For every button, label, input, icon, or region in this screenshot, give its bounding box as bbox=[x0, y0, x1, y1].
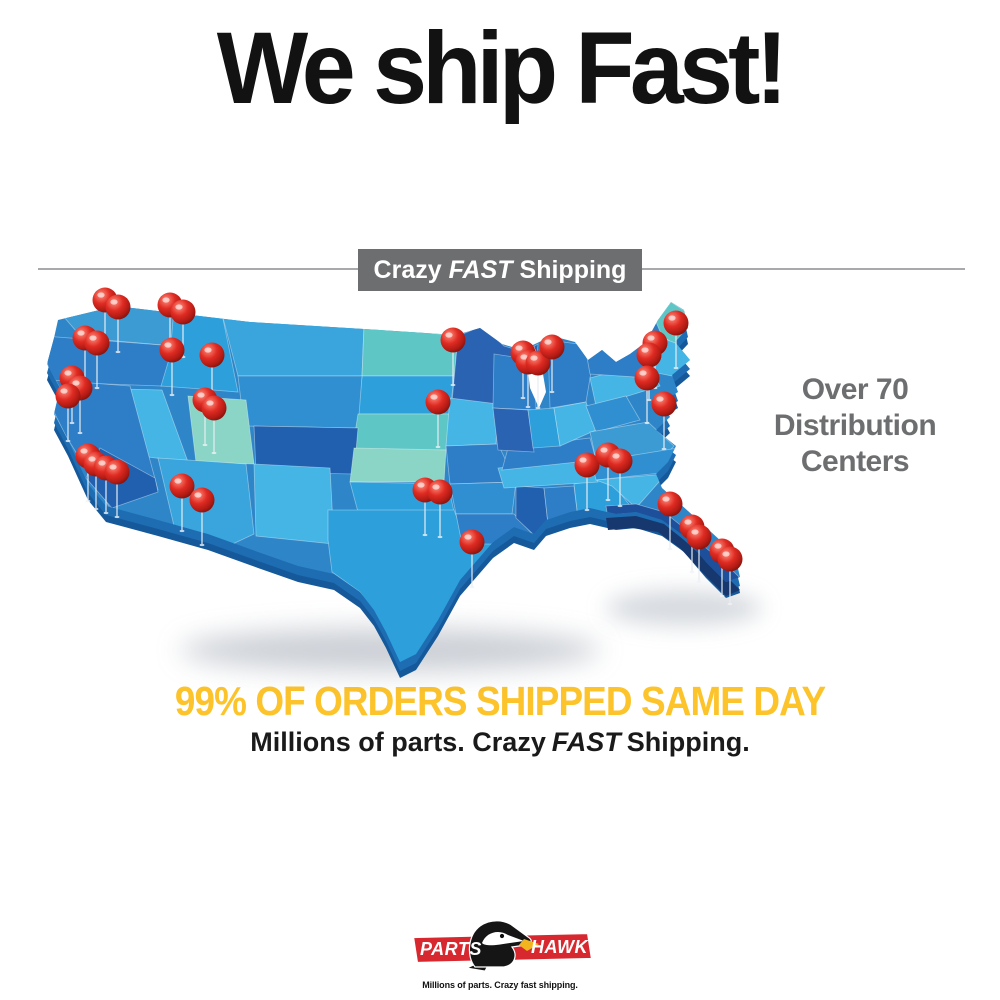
map-pin bbox=[686, 524, 712, 584]
map-pins bbox=[55, 287, 743, 606]
map-pin bbox=[574, 452, 600, 512]
partshawk-logo: PARTS HAWK Millions of parts. Crazy fast… bbox=[405, 916, 595, 990]
map-pin bbox=[657, 491, 683, 551]
tagline-subline: Millions of parts. Crazy FAST Shipping. bbox=[0, 727, 1000, 758]
map-pin bbox=[104, 459, 130, 519]
distribution-centers-note: Over 70 Distribution Centers bbox=[743, 372, 967, 480]
map-pin bbox=[440, 327, 466, 387]
logo-text-hawk: HAWK bbox=[531, 937, 589, 957]
same-day-headline: 99% OF ORDERS SHIPPED SAME DAY bbox=[174, 678, 826, 724]
map-pin bbox=[607, 448, 633, 508]
map-pin bbox=[201, 395, 227, 455]
subline-prefix: Millions of parts. Crazy bbox=[250, 727, 546, 757]
note-line-3: Centers bbox=[800, 445, 910, 478]
ribbon-text-prefix: Crazy bbox=[373, 255, 442, 284]
map-pin bbox=[425, 389, 451, 449]
map-pin bbox=[169, 473, 195, 533]
usa-map-svg bbox=[47, 287, 743, 678]
ribbon-text-emphasis: FAST bbox=[448, 255, 513, 284]
logo-text-parts: PARTS bbox=[420, 939, 482, 959]
map-pin bbox=[159, 337, 185, 397]
hawk-icon bbox=[465, 920, 539, 972]
note-line-2: Distribution bbox=[773, 409, 937, 442]
map-pin bbox=[84, 330, 110, 390]
map-pin bbox=[634, 365, 660, 425]
page-title: We ship Fast! bbox=[216, 11, 788, 125]
usa-distribution-map bbox=[30, 280, 750, 680]
crazy-fast-shipping-ribbon: Crazy FAST Shipping bbox=[358, 249, 642, 291]
map-pin bbox=[717, 546, 743, 606]
map-pin bbox=[539, 334, 565, 394]
map-pin bbox=[663, 310, 689, 370]
subline-suffix: Shipping. bbox=[626, 727, 750, 757]
map-pin bbox=[189, 487, 215, 547]
map-pin bbox=[459, 529, 485, 589]
hawk-beak bbox=[519, 939, 539, 951]
map-pin bbox=[427, 479, 453, 539]
map-pin bbox=[55, 383, 81, 443]
subline-emphasis: FAST bbox=[551, 727, 621, 757]
logo-tagline: Millions of parts. Crazy fast shipping. bbox=[422, 980, 578, 990]
map-pin bbox=[105, 294, 131, 354]
state-patches bbox=[47, 302, 740, 662]
ribbon-text-suffix: Shipping bbox=[519, 255, 627, 284]
partshawk-logo-svg: PARTS HAWK bbox=[411, 920, 594, 972]
map-shadow-florida bbox=[606, 590, 762, 626]
florida-extrude bbox=[606, 516, 740, 596]
map-pin bbox=[651, 391, 677, 451]
note-line-1: Over 70 bbox=[801, 373, 909, 406]
